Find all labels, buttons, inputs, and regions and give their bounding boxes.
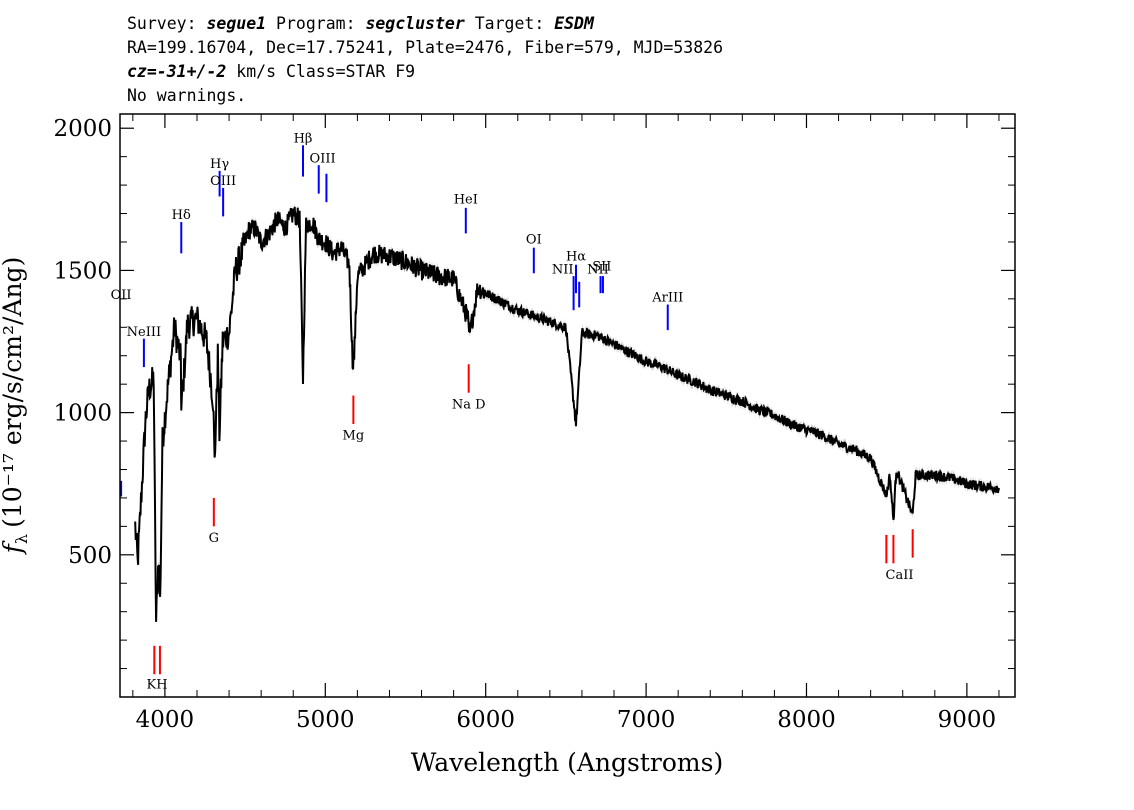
- emission-line-label: Hδ: [172, 208, 191, 223]
- y-axis-label: fλ (10⁻¹⁷ erg/s/cm²/Ang): [0, 257, 31, 556]
- y-label-lambda: λ: [12, 534, 31, 544]
- survey-value: segue1: [206, 14, 267, 33]
- program-value: segcluster: [365, 14, 465, 33]
- x-axis-label: Wavelength (Angstroms): [411, 748, 723, 777]
- axis-ticks: 4000 5000 6000 7000 8000 9000 500 1000 1500 2000: [53, 114, 1015, 733]
- header-line-survey: Survey: segue1 Program: segcluster Targe…: [127, 12, 723, 36]
- x-tick-label: 8000: [777, 707, 836, 733]
- emission-line-label: SII: [592, 259, 611, 274]
- emission-line-label: Hγ: [210, 157, 229, 172]
- header-line-redshift: cz=-31+/-2 km/s Class=STAR F9: [127, 60, 723, 84]
- y-label-units: (10⁻¹⁷ erg/s/cm²/Ang): [0, 257, 27, 528]
- header-line-warnings: No warnings.: [127, 86, 247, 105]
- emission-line-label: OII: [111, 288, 132, 303]
- target-prefix: Target:: [464, 14, 555, 33]
- class-value: km/s Class=STAR F9: [226, 62, 416, 81]
- emission-line-label: NII: [587, 262, 609, 277]
- x-tick-label: 7000: [617, 707, 676, 733]
- emission-line-label: OIII: [310, 151, 336, 166]
- svg-text:fλ(10⁻¹⁷ erg/s/cm²/Ang): fλ (10⁻¹⁷ erg/s/cm²/Ang): [0, 257, 31, 556]
- emission-line-label: Hβ: [294, 131, 313, 146]
- emission-line-label: OI: [526, 232, 542, 247]
- spectrum-series: [134, 202, 1000, 626]
- y-tick-label: 500: [68, 543, 112, 569]
- emission-line-label: OIII: [210, 174, 236, 189]
- plot-frame: [119, 113, 1016, 698]
- absorption-line-label: CaII: [886, 568, 914, 583]
- header-line-coords: RA=199.16704, Dec=17.75241, Plate=2476, …: [127, 38, 724, 57]
- x-tick-label: 5000: [296, 707, 355, 733]
- x-tick-label: 6000: [456, 707, 515, 733]
- program-prefix: Program:: [266, 14, 366, 33]
- absorption-line-label: G: [209, 531, 219, 546]
- emission-line-label: ArIII: [651, 291, 683, 306]
- emission-line-label: NeIII: [127, 325, 161, 340]
- emission-line-label: HeI: [454, 193, 478, 208]
- x-tick-label: 9000: [938, 707, 997, 733]
- y-tick-label: 2000: [53, 116, 112, 142]
- cz-value: cz=-31+/-2: [127, 62, 227, 81]
- emission-line-label: NII: [552, 262, 574, 277]
- spectrum-header: Survey: segue1 Program: segcluster Targe…: [127, 12, 723, 108]
- x-tick-label: 4000: [136, 707, 195, 733]
- y-tick-label: 1500: [53, 258, 112, 284]
- absorption-line-label: Na D: [452, 397, 486, 412]
- survey-prefix: Survey:: [127, 14, 207, 33]
- absorption-line-label: Mg: [343, 429, 365, 444]
- y-label-f: f: [0, 540, 27, 555]
- emission-line-label: Hα: [566, 249, 586, 264]
- spectral-line-markers: OIINeIIIHδHγOIIIHβOIIIHeIOINIIHαNIISIIAr…: [111, 131, 914, 692]
- target-value: ESDM: [554, 14, 594, 33]
- absorption-line-label: KH: [147, 677, 168, 692]
- y-tick-label: 1000: [53, 401, 112, 427]
- spectrum-line: [134, 206, 1000, 622]
